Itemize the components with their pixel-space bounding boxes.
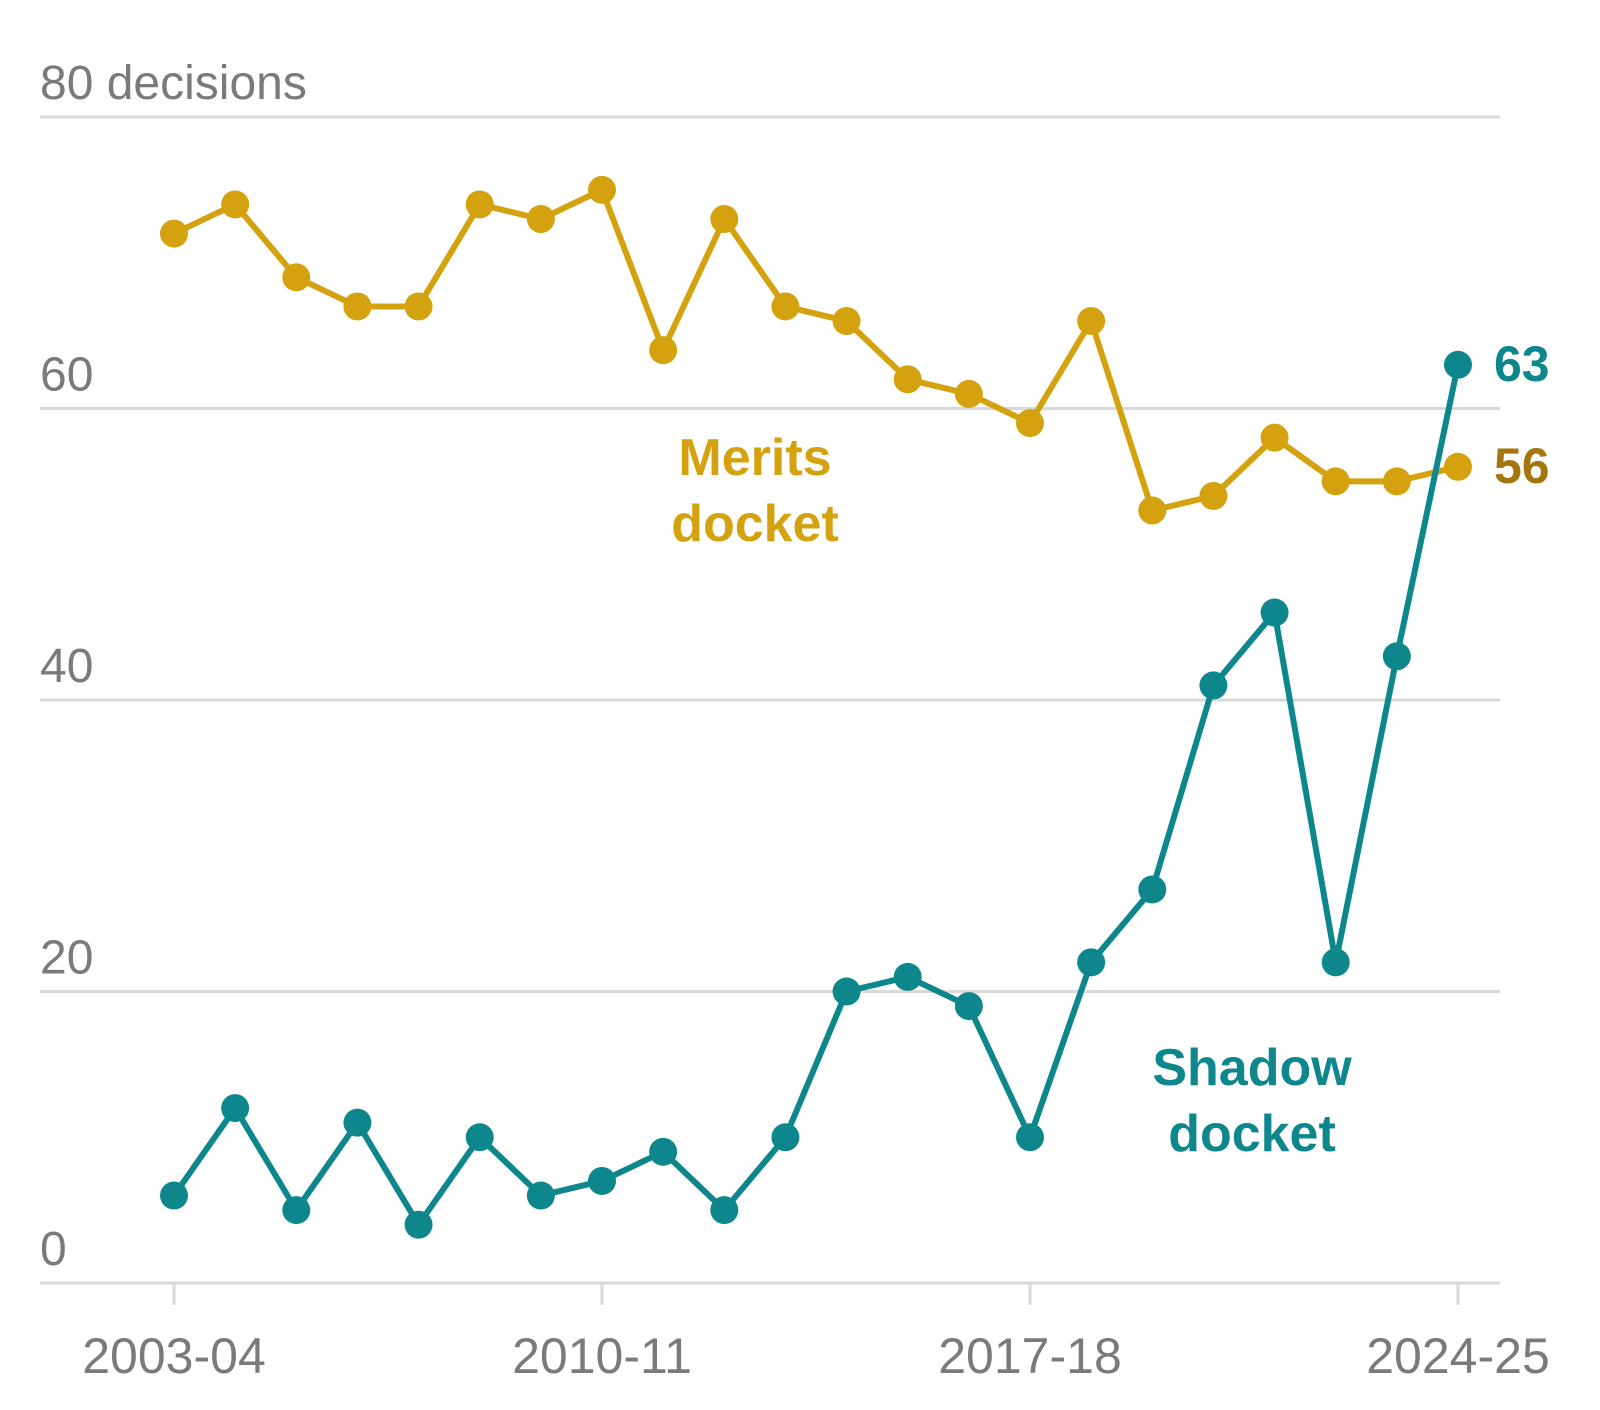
series-line bbox=[171, 364, 1461, 1228]
series-line bbox=[172, 186, 1459, 514]
data-point bbox=[1077, 307, 1106, 336]
data-point bbox=[893, 962, 922, 991]
data-point bbox=[1260, 598, 1289, 627]
data-point bbox=[404, 292, 433, 321]
data-point bbox=[1444, 452, 1472, 481]
data-point bbox=[343, 1108, 372, 1137]
data-point bbox=[282, 1196, 311, 1225]
y-tick-label: 60 bbox=[40, 349, 93, 402]
data-point bbox=[832, 977, 861, 1006]
data-point bbox=[160, 1181, 188, 1210]
series-label: Merits bbox=[678, 429, 831, 487]
y-tick-label: 40 bbox=[40, 640, 93, 693]
y-tick-label: 80 decisions bbox=[40, 57, 307, 110]
data-point bbox=[588, 175, 616, 204]
series-0 bbox=[160, 175, 1472, 525]
data-point bbox=[893, 365, 922, 394]
data-point bbox=[954, 379, 983, 408]
y-tick-labels: 0 20 40 60 80 decisions bbox=[40, 57, 307, 1276]
data-point bbox=[465, 190, 494, 219]
data-point bbox=[1016, 409, 1044, 438]
series-label: docket bbox=[1168, 1105, 1336, 1163]
data-point bbox=[1077, 948, 1106, 977]
x-tick-label: 2024-25 bbox=[1366, 1328, 1550, 1384]
data-point bbox=[526, 205, 555, 234]
data-point bbox=[771, 292, 800, 321]
data-point bbox=[1138, 496, 1167, 525]
y-tick-label: 20 bbox=[40, 932, 93, 985]
y-tick-label: 0 bbox=[40, 1223, 67, 1276]
data-point bbox=[1382, 642, 1411, 671]
data-point bbox=[649, 1137, 678, 1166]
data-point bbox=[1321, 467, 1350, 496]
data-point bbox=[160, 219, 188, 248]
data-point bbox=[465, 1123, 494, 1152]
data-point bbox=[710, 205, 739, 234]
end-value-label: 63 bbox=[1494, 336, 1550, 392]
data-point bbox=[1260, 423, 1289, 452]
data-point bbox=[588, 1166, 616, 1195]
data-point bbox=[343, 292, 372, 321]
data-point bbox=[1199, 481, 1228, 510]
data-point bbox=[221, 1094, 250, 1123]
data-point bbox=[221, 190, 250, 219]
data-point bbox=[1321, 948, 1350, 977]
series-label: docket bbox=[671, 495, 839, 553]
series-label: Shadow bbox=[1152, 1039, 1352, 1097]
data-point bbox=[832, 307, 861, 336]
x-tick-label: 2017-18 bbox=[938, 1328, 1122, 1384]
data-point bbox=[710, 1196, 739, 1225]
data-point bbox=[404, 1210, 433, 1239]
x-axis: 2003-04 2010-11 2017-18 2024-25 bbox=[82, 1283, 1550, 1384]
series-group bbox=[160, 175, 1472, 1239]
data-point bbox=[282, 263, 311, 292]
x-tick-label: 2010-11 bbox=[512, 1328, 692, 1384]
data-point bbox=[954, 992, 983, 1021]
series-labels: Merits docket 56 Shadow docket 63 bbox=[671, 336, 1549, 1163]
data-point bbox=[1199, 671, 1228, 700]
data-point bbox=[1382, 467, 1411, 496]
gridlines bbox=[40, 115, 1500, 1285]
series-1 bbox=[160, 350, 1472, 1239]
data-point bbox=[1138, 875, 1167, 904]
data-point bbox=[1444, 350, 1472, 379]
data-point bbox=[649, 336, 678, 365]
x-tick-label: 2003-04 bbox=[82, 1328, 266, 1384]
end-value-label: 56 bbox=[1494, 438, 1550, 494]
data-point bbox=[526, 1181, 555, 1210]
data-point bbox=[771, 1123, 800, 1152]
data-point bbox=[1016, 1123, 1044, 1152]
